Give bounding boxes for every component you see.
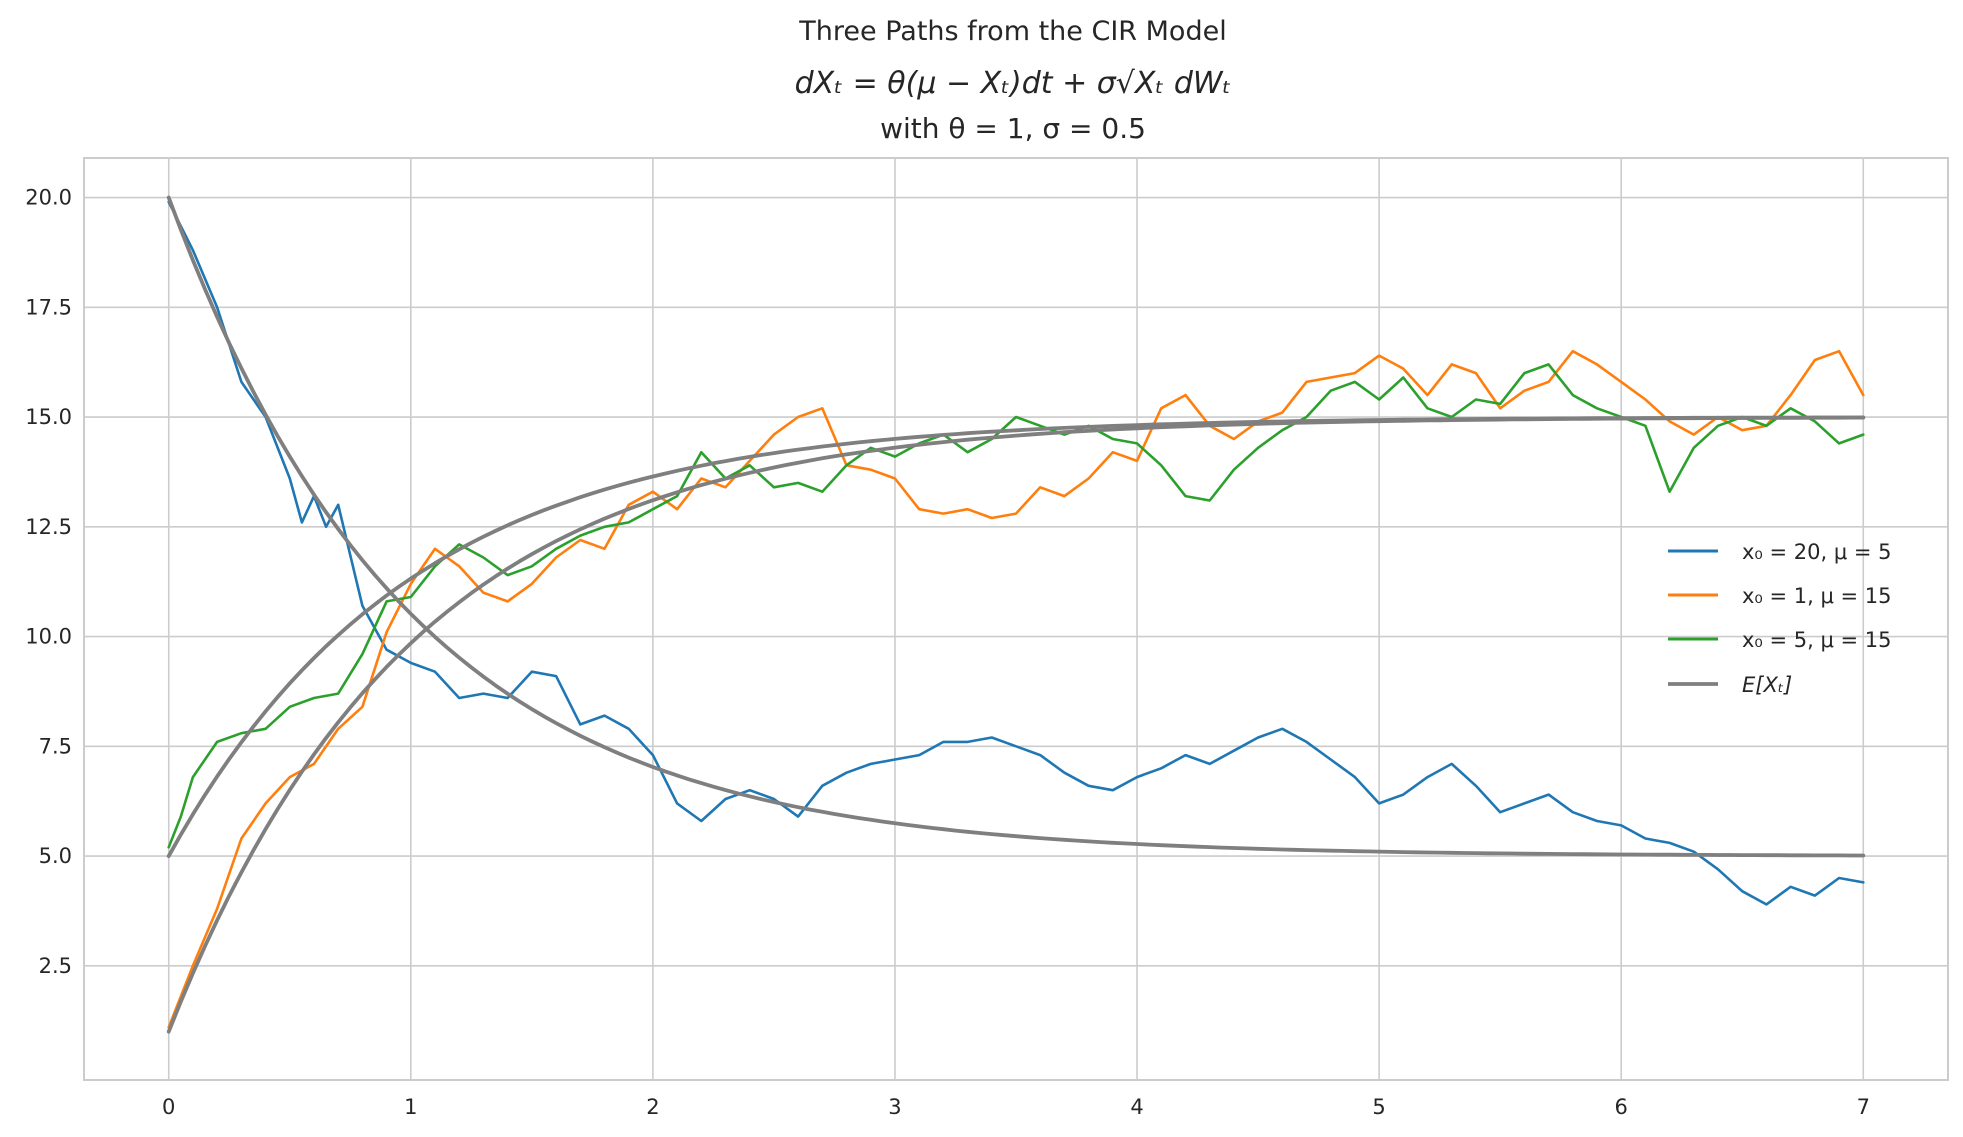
x-tick-label: 1 bbox=[404, 1095, 417, 1119]
expected-curve-1 bbox=[166, 195, 1866, 858]
x-tick-label: 0 bbox=[162, 1095, 175, 1119]
legend-label-series-1: x₀ = 20, μ = 5 bbox=[1742, 540, 1892, 564]
x-tick-label: 2 bbox=[646, 1095, 659, 1119]
x-tick-label: 3 bbox=[888, 1095, 901, 1119]
legend-label-series-2: x₀ = 1, μ = 15 bbox=[1742, 584, 1892, 608]
y-tick-label: 20.0 bbox=[25, 186, 72, 210]
expected-value-curves bbox=[166, 195, 1866, 1034]
x-tick-label: 7 bbox=[1857, 1095, 1870, 1119]
x-tick-label: 4 bbox=[1130, 1095, 1143, 1119]
y-tick-label: 2.5 bbox=[39, 954, 72, 978]
y-tick-label: 5.0 bbox=[39, 844, 72, 868]
chart-equation: dXₜ = θ(μ − Xₜ)dt + σ√Xₜ dWₜ bbox=[795, 66, 1232, 101]
series-line-3 bbox=[167, 363, 1865, 849]
y-tick-label: 7.5 bbox=[39, 734, 72, 758]
plot-frame bbox=[83, 157, 1949, 1081]
y-tick-label: 12.5 bbox=[25, 515, 72, 539]
legend-label-series-3: x₀ = 5, μ = 15 bbox=[1742, 628, 1892, 652]
expected-curve-2 bbox=[166, 415, 1866, 1034]
grid bbox=[84, 158, 1948, 1080]
series-line-2 bbox=[167, 349, 1865, 1029]
y-tick-label: 10.0 bbox=[25, 625, 72, 649]
expected-curve-3 bbox=[166, 415, 1866, 858]
y-tick-label: 17.5 bbox=[25, 295, 72, 319]
series-line-1 bbox=[167, 200, 1865, 906]
x-tick-labels: 0 1 2 3 4 5 6 7 bbox=[162, 1095, 1870, 1119]
y-tick-label: 15.0 bbox=[25, 405, 72, 429]
series-lines bbox=[167, 200, 1865, 1029]
x-tick-label: 5 bbox=[1372, 1095, 1385, 1119]
chart-title: Three Paths from the CIR Model bbox=[798, 16, 1226, 47]
x-tick-label: 6 bbox=[1615, 1095, 1628, 1119]
legend-label-expected: E[Xₜ] bbox=[1742, 673, 1792, 697]
chart-subtitle: with θ = 1, σ = 0.5 bbox=[880, 112, 1146, 145]
legend: x₀ = 20, μ = 5 x₀ = 1, μ = 15 x₀ = 5, μ … bbox=[1668, 540, 1892, 697]
y-tick-labels: 2.5 5.0 7.5 10.0 12.5 15.0 17.5 20.0 bbox=[25, 186, 72, 978]
